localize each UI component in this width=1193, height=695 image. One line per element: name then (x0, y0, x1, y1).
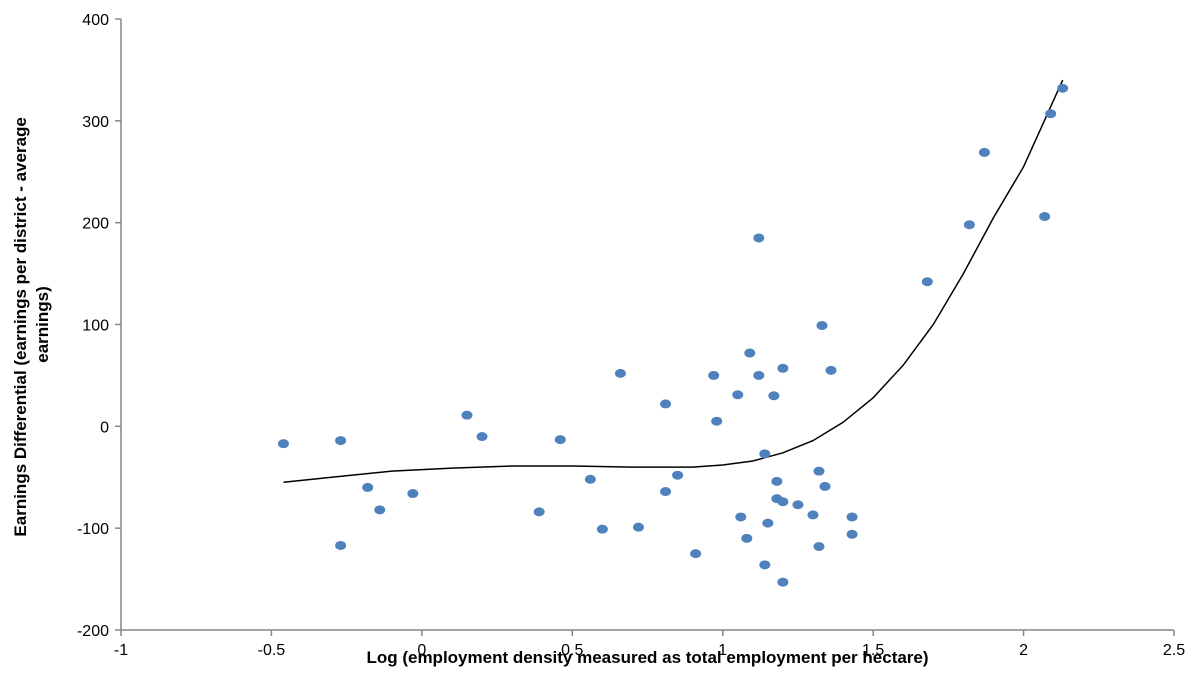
data-point (374, 505, 386, 515)
data-point (777, 363, 789, 373)
data-point (753, 370, 765, 380)
x-tick-label: 2.5 (1163, 642, 1185, 659)
data-point (921, 277, 933, 287)
data-point (1045, 109, 1057, 119)
data-point (825, 365, 837, 375)
data-point (708, 370, 720, 380)
x-tick-label: 1 (718, 642, 727, 659)
data-point (461, 410, 473, 420)
y-tick-label: -200 (77, 623, 109, 640)
y-tick-label: 100 (82, 318, 109, 335)
data-point (813, 466, 825, 476)
data-point (554, 435, 566, 445)
data-point (335, 436, 347, 446)
data-point (660, 487, 672, 497)
data-point (335, 540, 347, 550)
y-axis-title-line-1: Earnings Differential (earnings per dist… (11, 117, 30, 536)
data-point (362, 482, 374, 492)
y-ticks: -200 -100 0 100 200 300 400 (77, 12, 121, 640)
data-point (846, 512, 858, 522)
trendline (283, 79, 1064, 484)
data-point (732, 390, 744, 400)
data-point (407, 489, 419, 499)
data-point (584, 474, 596, 484)
y-axis-title-line-2: earnings) (33, 286, 52, 363)
data-point (777, 577, 789, 587)
data-point (614, 368, 626, 378)
data-point (690, 549, 702, 559)
data-point (819, 481, 831, 491)
x-tick-label: 0.5 (561, 642, 583, 659)
data-point (632, 522, 644, 532)
data-point (978, 147, 990, 157)
y-tick-label: 200 (82, 216, 109, 233)
data-point (963, 220, 975, 230)
y-tick-label: -100 (77, 521, 109, 538)
data-point (759, 560, 771, 570)
x-tick-label: 0 (417, 642, 426, 659)
data-point (735, 512, 747, 522)
x-tick-label: 1.5 (862, 642, 884, 659)
y-tick-label: 0 (100, 419, 109, 436)
data-point (807, 510, 819, 520)
data-point (533, 507, 545, 517)
y-tick-label: 400 (82, 12, 109, 29)
data-point (711, 416, 723, 426)
x-tick-label: -1 (114, 642, 128, 659)
data-point (759, 449, 771, 459)
data-point (777, 497, 789, 507)
data-point (1039, 212, 1051, 222)
data-point (846, 529, 858, 539)
x-ticks: -1 -0.5 0 0.5 1 1.5 2 2.5 (114, 630, 1185, 659)
x-tick-label: -0.5 (258, 642, 286, 659)
data-point (476, 432, 488, 442)
data-point (762, 518, 774, 528)
y-axis-title: Earnings Differential (earnings per dist… (11, 112, 52, 536)
data-point (768, 391, 780, 401)
data-point (741, 533, 753, 543)
data-point (672, 470, 684, 480)
data-point (771, 476, 783, 486)
data-point (753, 233, 765, 243)
x-tick-label: 2 (1019, 642, 1028, 659)
data-point (744, 348, 756, 358)
y-tick-label: 300 (82, 114, 109, 131)
data-points (277, 83, 1069, 587)
x-axis-title: Log (employment density measured as tota… (366, 648, 928, 667)
data-point (596, 524, 608, 534)
data-point (792, 500, 804, 510)
data-point (813, 541, 825, 551)
data-point (277, 439, 289, 449)
data-point (816, 321, 828, 331)
axes (120, 19, 1174, 631)
data-point (1057, 83, 1069, 93)
data-point (660, 399, 672, 409)
